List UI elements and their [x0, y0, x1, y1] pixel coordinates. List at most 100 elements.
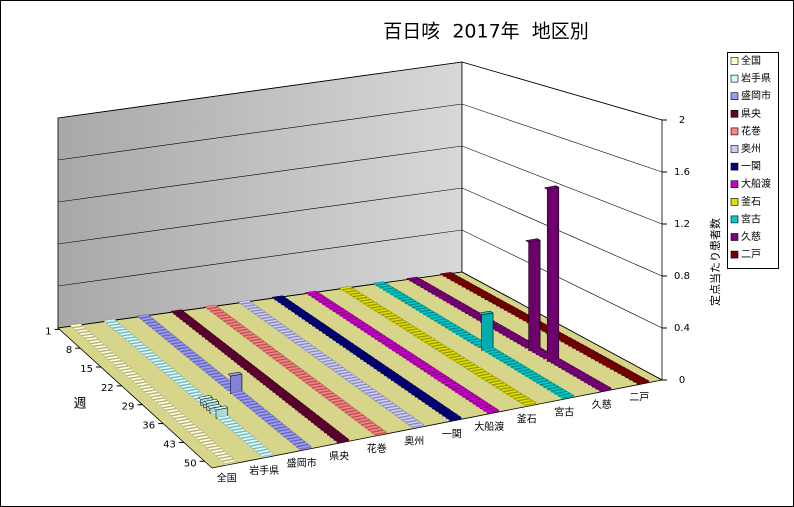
bar-top — [434, 318, 450, 323]
bar-top — [298, 314, 314, 319]
bar-top — [211, 375, 227, 380]
bar-top — [292, 371, 308, 376]
bar-top — [325, 395, 341, 401]
category-label: 一関 — [442, 428, 462, 440]
legend-swatch — [730, 162, 739, 171]
bar-top — [253, 374, 269, 379]
bar — [595, 386, 612, 392]
bar-top — [191, 432, 207, 438]
bar-top — [558, 364, 575, 370]
bar-top — [195, 329, 211, 334]
bar-top — [431, 291, 448, 296]
bar-top — [192, 327, 208, 332]
bar-top — [474, 371, 491, 376]
bar-top — [576, 347, 593, 352]
legend-label: 宮古 — [741, 212, 761, 225]
bar-top — [427, 371, 444, 376]
legend-swatch — [730, 180, 739, 188]
bar-top — [485, 378, 501, 383]
bar-top — [420, 285, 436, 290]
bar-top — [271, 295, 286, 300]
bar-top — [301, 412, 318, 417]
bar-front — [561, 395, 574, 400]
bar-top — [592, 384, 609, 389]
bar-top — [133, 344, 148, 350]
bar-top — [281, 331, 297, 336]
bar-top — [428, 403, 445, 409]
bar-top — [192, 360, 208, 365]
bar-top — [189, 324, 205, 329]
bar-top — [174, 344, 189, 349]
category-label: 大船渡 — [474, 420, 504, 433]
bar-top — [504, 307, 520, 312]
grid-line — [57, 103, 663, 173]
legend-label: 奥州 — [741, 142, 761, 155]
bar-top — [343, 316, 359, 321]
bar — [333, 437, 350, 444]
bar-top — [413, 333, 429, 338]
bar-top — [514, 367, 531, 372]
bar-top — [180, 349, 196, 355]
bar-top — [266, 384, 282, 390]
bar-top — [371, 334, 387, 339]
bar-top — [354, 417, 371, 423]
bar-top — [154, 363, 170, 368]
grid-line — [57, 145, 663, 225]
bar-top — [179, 421, 195, 427]
legend-swatch — [730, 57, 739, 65]
bar-top — [349, 292, 365, 297]
bar-top — [228, 425, 244, 431]
bar-top — [384, 373, 400, 378]
bar-top — [269, 387, 285, 392]
bar-top — [477, 293, 493, 297]
bar-top — [377, 310, 393, 315]
bar-top — [328, 364, 344, 370]
bar-top — [625, 374, 642, 380]
bar-top — [256, 377, 272, 382]
bar-top — [551, 389, 568, 394]
bar-top — [186, 355, 202, 360]
bar-top — [383, 288, 399, 292]
bar-top — [318, 390, 335, 396]
grid-line — [57, 61, 663, 121]
bar-top — [81, 334, 96, 339]
bar-top — [164, 337, 180, 342]
bar-top — [223, 319, 239, 324]
bar-top — [394, 380, 411, 385]
bar-top — [520, 400, 537, 406]
legend-swatch — [730, 198, 739, 206]
bar-top — [385, 343, 401, 348]
bar-top — [84, 336, 99, 341]
bar-top — [394, 294, 410, 299]
bar-top — [503, 389, 519, 394]
bar-top — [469, 288, 486, 293]
bar-top — [375, 283, 391, 288]
bar-top — [161, 405, 177, 411]
bar-top — [415, 307, 432, 312]
legend-label: 全国 — [741, 54, 761, 67]
x-tick-label: 8 — [66, 345, 72, 356]
bar-top — [370, 306, 386, 311]
bar-top — [439, 272, 455, 276]
bar-top — [283, 434, 300, 439]
bar-top — [266, 351, 282, 356]
bar-top — [287, 436, 303, 442]
bar-top — [170, 413, 186, 419]
bar-top — [253, 341, 269, 346]
bar-top — [513, 396, 530, 401]
bar-top — [136, 314, 151, 319]
bar-top — [99, 350, 114, 355]
bar-top — [595, 357, 612, 363]
bar-top — [302, 316, 317, 321]
bar-top — [353, 322, 370, 327]
bar-top — [336, 340, 352, 345]
bar-top — [227, 354, 243, 359]
bar-top — [344, 376, 361, 382]
bar-top — [511, 311, 528, 316]
bar-top — [298, 409, 314, 415]
bar-top — [259, 379, 276, 384]
bar-top — [573, 373, 590, 378]
bar-top — [557, 337, 574, 342]
bar-top — [602, 362, 619, 367]
bar-top — [108, 358, 123, 363]
